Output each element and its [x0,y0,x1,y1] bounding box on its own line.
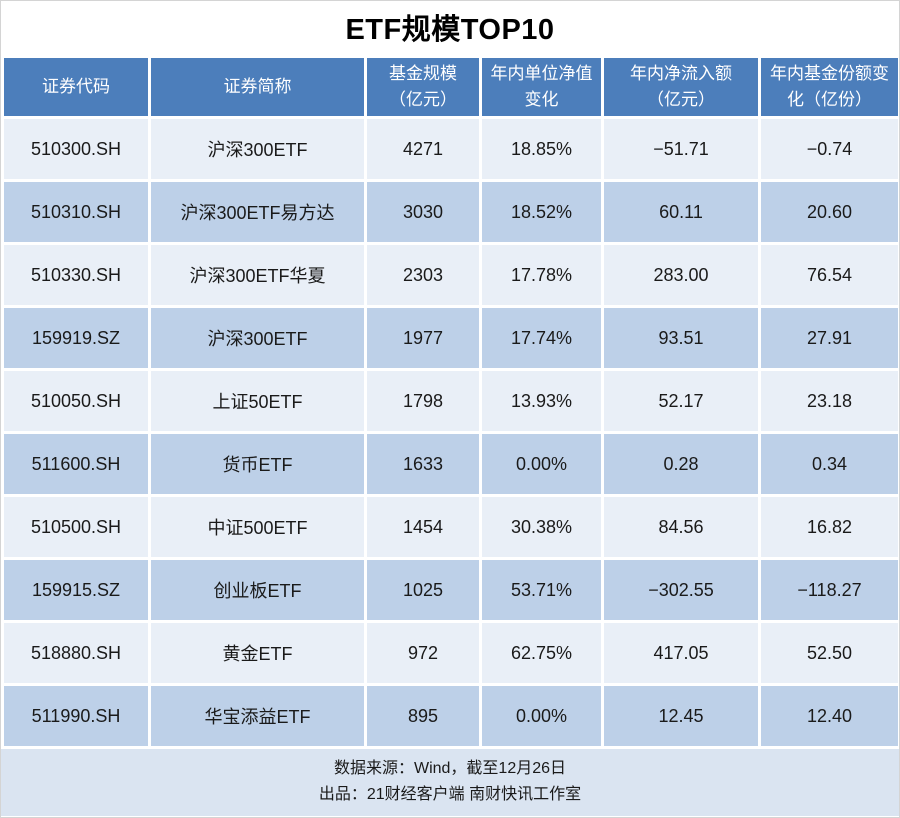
cell-share-change: −0.74 [761,119,898,179]
cell-name: 沪深300ETF华夏 [151,245,364,305]
cell-code: 159915.SZ [4,560,148,620]
cell-nav-change: 30.38% [482,497,601,557]
cell-code: 510050.SH [4,371,148,431]
cell-name: 沪深300ETF易方达 [151,182,364,242]
cell-nav-change: 53.71% [482,560,601,620]
cell-share-change: 20.60 [761,182,898,242]
cell-fund-scale: 1633 [367,434,479,494]
cell-fund-scale: 1454 [367,497,479,557]
cell-fund-scale: 1025 [367,560,479,620]
cell-share-change: 0.34 [761,434,898,494]
table-row: 159919.SZ 沪深300ETF 1977 17.74% 93.51 27.91 [4,308,898,368]
cell-net-inflow: −51.71 [604,119,758,179]
cell-net-inflow: 93.51 [604,308,758,368]
footer: 数据来源：Wind，截至12月26日 出品：21财经客户端 南财快讯工作室 [1,749,899,816]
column-header-net-inflow: 年内净流入额 （亿元） [604,58,758,116]
cell-code: 510500.SH [4,497,148,557]
cell-nav-change: 18.85% [482,119,601,179]
cell-name: 沪深300ETF [151,308,364,368]
cell-fund-scale: 895 [367,686,479,746]
cell-fund-scale: 1798 [367,371,479,431]
cell-fund-scale: 1977 [367,308,479,368]
cell-net-inflow: 12.45 [604,686,758,746]
cell-share-change: −118.27 [761,560,898,620]
cell-share-change: 12.40 [761,686,898,746]
cell-share-change: 16.82 [761,497,898,557]
cell-nav-change: 13.93% [482,371,601,431]
table-row: 510300.SH 沪深300ETF 4271 18.85% −51.71 −0.74 [4,119,898,179]
table-row: 511600.SH 货币ETF 1633 0.00% 0.28 0.34 [4,434,898,494]
table-row: 159915.SZ 创业板ETF 1025 53.71% −302.55 −118.27 [4,560,898,620]
cell-name: 货币ETF [151,434,364,494]
footer-producer: 出品：21财经客户端 南财快讯工作室 [318,786,582,803]
cell-code: 518880.SH [4,623,148,683]
table-header-row: 证券代码 证券简称 基金规模 （亿元） 年内单位净值 变化 年内净流入额 （亿元） 年内基… [4,58,898,116]
cell-nav-change: 18.52% [482,182,601,242]
table-row: 510330.SH 沪深300ETF华夏 2303 17.78% 283.00 76.54 [4,245,898,305]
column-header-name: 证券简称 [151,58,364,116]
table-row: 510050.SH 上证50ETF 1798 13.93% 52.17 23.18 [4,371,898,431]
page-title: ETF规模TOP10 [345,14,555,46]
cell-code: 511600.SH [4,434,148,494]
cell-fund-scale: 972 [367,623,479,683]
table-row: 510310.SH 沪深300ETF易方达 3030 18.52% 60.11 20.60 [4,182,898,242]
cell-code: 510310.SH [4,182,148,242]
cell-code: 510330.SH [4,245,148,305]
cell-nav-change: 0.00% [482,686,601,746]
cell-net-inflow: 52.17 [604,371,758,431]
table-row: 511990.SH 华宝添益ETF 895 0.00% 12.45 12.40 [4,686,898,746]
cell-share-change: 52.50 [761,623,898,683]
cell-name: 创业板ETF [151,560,364,620]
cell-net-inflow: 417.05 [604,623,758,683]
cell-nav-change: 0.00% [482,434,601,494]
cell-code: 511990.SH [4,686,148,746]
cell-share-change: 27.91 [761,308,898,368]
cell-code: 159919.SZ [4,308,148,368]
cell-name: 黄金ETF [151,623,364,683]
cell-net-inflow: 60.11 [604,182,758,242]
cell-name: 上证50ETF [151,371,364,431]
cell-share-change: 23.18 [761,371,898,431]
cell-net-inflow: 84.56 [604,497,758,557]
column-header-share-change: 年内基金份额变 化（亿份） [761,58,898,116]
table-row: 518880.SH 黄金ETF 972 62.75% 417.05 52.50 [4,623,898,683]
table-row: 510500.SH 中证500ETF 1454 30.38% 84.56 16.82 [4,497,898,557]
cell-nav-change: 17.74% [482,308,601,368]
cell-fund-scale: 3030 [367,182,479,242]
cell-fund-scale: 4271 [367,119,479,179]
cell-code: 510300.SH [4,119,148,179]
column-header-code: 证券代码 [4,58,148,116]
cell-nav-change: 62.75% [482,623,601,683]
cell-nav-change: 17.78% [482,245,601,305]
column-header-nav-change: 年内单位净值 变化 [482,58,601,116]
footer-data-source: 数据来源：Wind，截至12月26日 [333,760,567,777]
etf-table: 证券代码 证券简称 基金规模 （亿元） 年内单位净值 变化 年内净流入额 （亿元） 年内基… [1,55,899,749]
cell-name: 沪深300ETF [151,119,364,179]
cell-name: 华宝添益ETF [151,686,364,746]
cell-share-change: 76.54 [761,245,898,305]
cell-net-inflow: −302.55 [604,560,758,620]
cell-net-inflow: 0.28 [604,434,758,494]
cell-net-inflow: 283.00 [604,245,758,305]
cell-fund-scale: 2303 [367,245,479,305]
column-header-fund-scale: 基金规模 （亿元） [367,58,479,116]
cell-name: 中证500ETF [151,497,364,557]
